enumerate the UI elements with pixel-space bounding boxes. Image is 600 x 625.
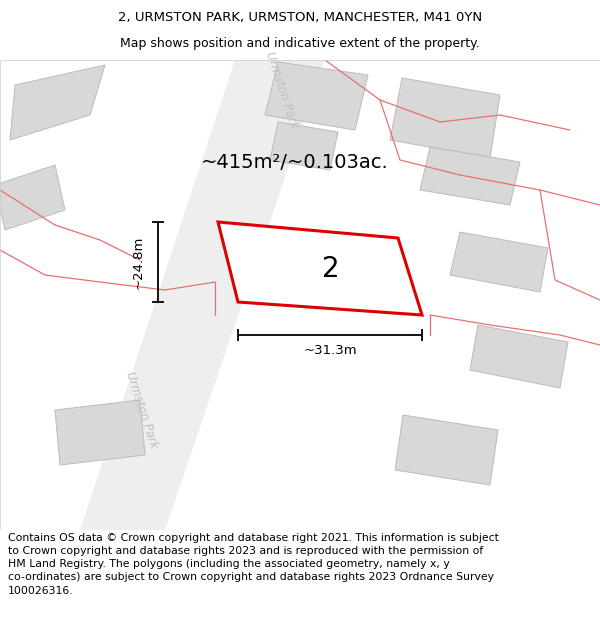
- Polygon shape: [10, 65, 105, 140]
- Text: Urmston Park: Urmston Park: [263, 50, 301, 130]
- Text: Urmston Park: Urmston Park: [124, 370, 161, 450]
- Text: Contains OS data © Crown copyright and database right 2021. This information is : Contains OS data © Crown copyright and d…: [8, 533, 499, 596]
- Text: ~24.8m: ~24.8m: [131, 235, 145, 289]
- Text: ~415m²/~0.103ac.: ~415m²/~0.103ac.: [201, 152, 389, 171]
- Polygon shape: [80, 60, 325, 530]
- Polygon shape: [55, 400, 145, 465]
- Polygon shape: [395, 415, 498, 485]
- Polygon shape: [450, 232, 548, 292]
- Polygon shape: [470, 325, 568, 388]
- Text: Map shows position and indicative extent of the property.: Map shows position and indicative extent…: [120, 37, 480, 50]
- Polygon shape: [0, 165, 65, 230]
- Polygon shape: [218, 222, 422, 315]
- Polygon shape: [420, 147, 520, 205]
- Text: 2: 2: [322, 255, 340, 283]
- Polygon shape: [265, 62, 368, 130]
- Text: ~31.3m: ~31.3m: [303, 344, 357, 357]
- Polygon shape: [390, 78, 500, 158]
- Polygon shape: [270, 122, 338, 170]
- Text: 2, URMSTON PARK, URMSTON, MANCHESTER, M41 0YN: 2, URMSTON PARK, URMSTON, MANCHESTER, M4…: [118, 11, 482, 24]
